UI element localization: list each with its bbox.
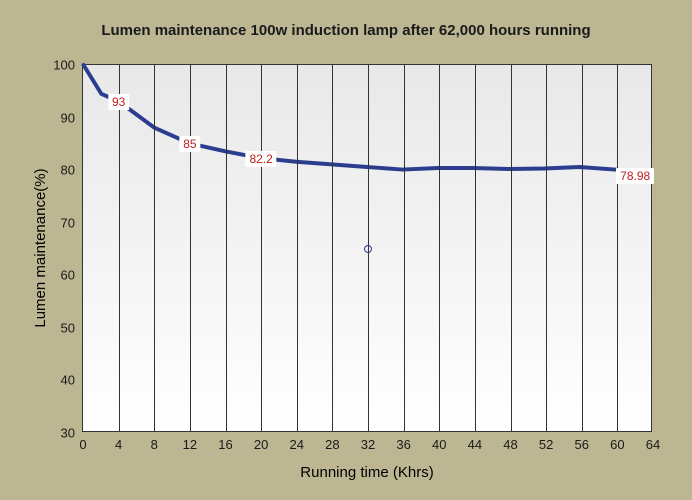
x-axis-label: Running time (Khrs): [300, 464, 433, 481]
grid-vertical: [617, 65, 618, 431]
x-tick-label: 20: [254, 437, 268, 452]
y-tick-label: 70: [61, 215, 75, 230]
grid-vertical: [511, 65, 512, 431]
grid-vertical: [261, 65, 262, 431]
x-tick-label: 24: [290, 437, 304, 452]
y-axis-label: Lumen maintenance(%): [32, 168, 49, 327]
x-tick-label: 60: [610, 437, 624, 452]
y-tick-label: 80: [61, 163, 75, 178]
y-tick-label: 100: [53, 58, 75, 73]
plot-area: 0481216202428323640444852566064304050607…: [82, 64, 652, 432]
x-tick-label: 8: [151, 437, 158, 452]
x-tick-label: 48: [503, 437, 517, 452]
x-tick-label: 64: [646, 437, 660, 452]
x-tick-label: 16: [218, 437, 232, 452]
y-tick-label: 50: [61, 320, 75, 335]
grid-vertical: [119, 65, 120, 431]
grid-vertical: [546, 65, 547, 431]
data-label: 93: [108, 94, 129, 110]
grid-vertical: [439, 65, 440, 431]
data-label: 82.2: [245, 151, 276, 167]
grid-vertical: [404, 65, 405, 431]
x-tick-label: 32: [361, 437, 375, 452]
x-tick-label: 40: [432, 437, 446, 452]
x-tick-label: 12: [183, 437, 197, 452]
grid-vertical: [190, 65, 191, 431]
chart-title: Lumen maintenance 100w induction lamp af…: [0, 22, 692, 39]
y-tick-label: 40: [61, 373, 75, 388]
data-label: 85: [179, 136, 200, 152]
focus-marker: [364, 245, 372, 253]
grid-vertical: [297, 65, 298, 431]
grid-vertical: [226, 65, 227, 431]
x-tick-label: 36: [396, 437, 410, 452]
y-tick-label: 60: [61, 268, 75, 283]
chart-canvas: Lumen maintenance 100w induction lamp af…: [0, 0, 692, 500]
grid-vertical: [332, 65, 333, 431]
x-tick-label: 28: [325, 437, 339, 452]
x-tick-label: 4: [115, 437, 122, 452]
x-tick-label: 0: [79, 437, 86, 452]
x-tick-label: 44: [468, 437, 482, 452]
grid-vertical: [582, 65, 583, 431]
x-tick-label: 52: [539, 437, 553, 452]
y-tick-label: 90: [61, 110, 75, 125]
grid-vertical: [154, 65, 155, 431]
x-tick-label: 56: [575, 437, 589, 452]
data-label: 78.98: [616, 168, 654, 184]
grid-vertical: [475, 65, 476, 431]
y-tick-label: 30: [61, 426, 75, 441]
